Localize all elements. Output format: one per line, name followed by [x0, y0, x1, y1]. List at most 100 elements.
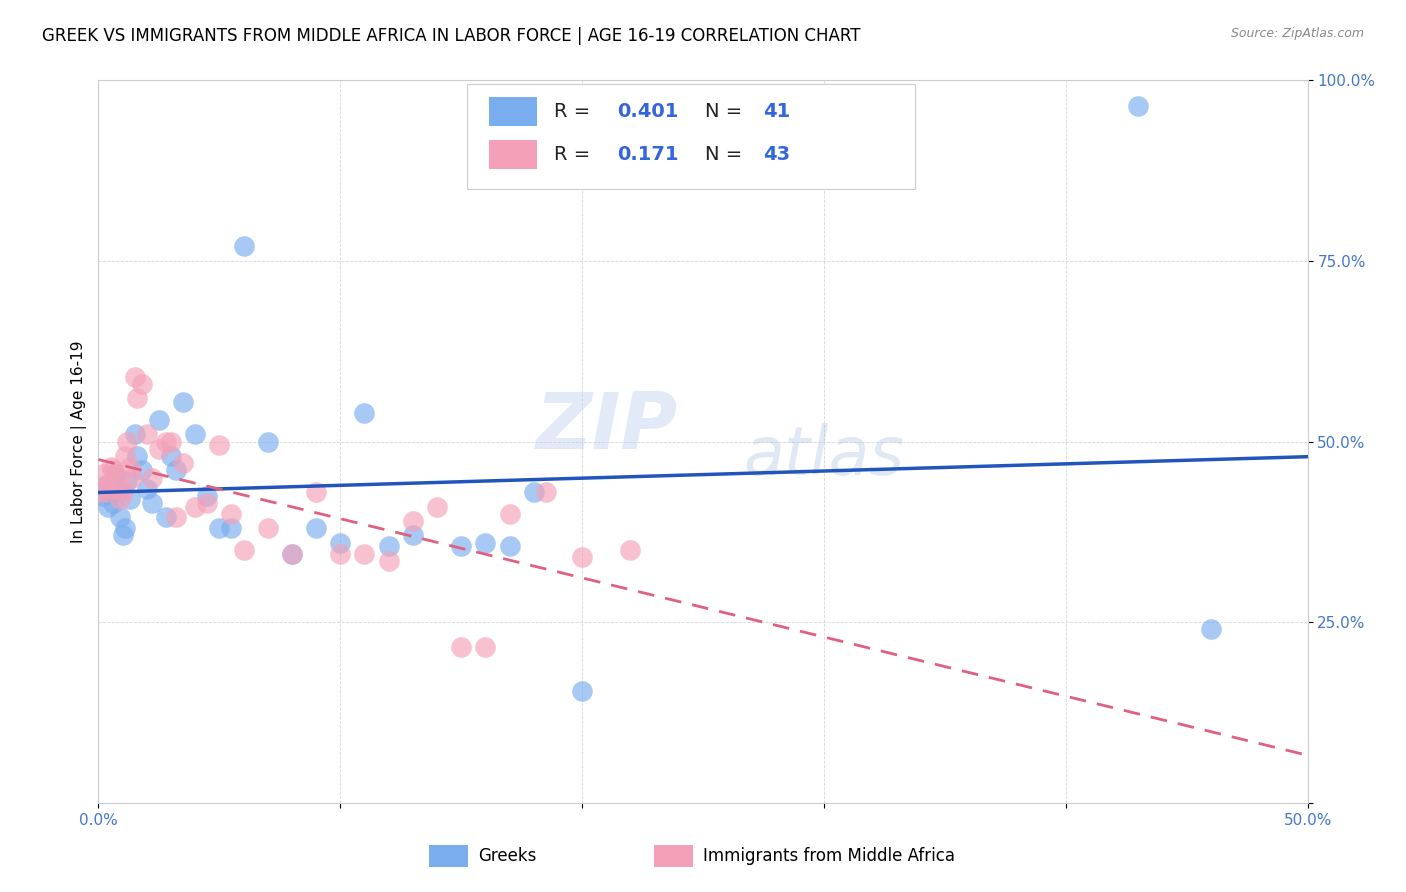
Point [619, 542, 641, 557]
Point [353, 406, 375, 420]
Point [90, 485, 112, 500]
Point [474, 535, 496, 549]
Point [256, 521, 278, 535]
Point [135, 427, 157, 442]
Point [534, 485, 557, 500]
Point [91, 489, 114, 503]
Point [97, 485, 120, 500]
Point [450, 640, 472, 655]
Point [124, 427, 146, 442]
Point [450, 539, 472, 553]
Y-axis label: In Labor Force | Age 16-19: In Labor Force | Age 16-19 [72, 340, 87, 543]
Point [498, 539, 520, 553]
FancyBboxPatch shape [467, 84, 915, 189]
Point [232, 542, 254, 557]
Point [426, 500, 449, 514]
Point [91, 467, 114, 481]
Text: Immigrants from Middle Africa: Immigrants from Middle Africa [703, 847, 955, 865]
Text: 43: 43 [763, 145, 790, 164]
Text: Greeks: Greeks [478, 847, 537, 865]
Point [329, 547, 352, 561]
Text: 0.171: 0.171 [617, 145, 679, 164]
Point [148, 413, 170, 427]
FancyBboxPatch shape [489, 97, 537, 126]
Point [104, 467, 127, 481]
Text: R =: R = [554, 145, 596, 164]
Point [100, 485, 122, 500]
Point [141, 496, 163, 510]
Point [195, 496, 218, 510]
Point [305, 485, 328, 500]
Point [474, 640, 496, 655]
Point [118, 492, 141, 507]
Point [377, 554, 399, 568]
Point [101, 463, 124, 477]
Text: atlas: atlas [744, 423, 904, 489]
Point [377, 539, 399, 553]
Point [118, 459, 141, 474]
Point [498, 507, 520, 521]
Point [121, 470, 143, 484]
Point [124, 369, 146, 384]
Point [108, 492, 131, 507]
Point [256, 434, 278, 449]
Point [195, 489, 218, 503]
Point [111, 528, 134, 542]
Point [1199, 623, 1222, 637]
Point [221, 521, 243, 535]
Point [353, 547, 375, 561]
Point [117, 434, 139, 449]
Point [114, 521, 136, 535]
Point [160, 449, 183, 463]
Point [208, 438, 231, 452]
Point [141, 470, 163, 484]
Point [305, 521, 328, 535]
Point [232, 239, 254, 253]
Point [329, 535, 352, 549]
Point [104, 467, 127, 481]
Point [281, 547, 304, 561]
Text: N =: N = [706, 102, 749, 120]
Point [101, 496, 124, 510]
Point [117, 475, 139, 489]
Point [135, 482, 157, 496]
Point [281, 547, 304, 561]
Text: GREEK VS IMMIGRANTS FROM MIDDLE AFRICA IN LABOR FORCE | AGE 16-19 CORRELATION CH: GREEK VS IMMIGRANTS FROM MIDDLE AFRICA I… [42, 27, 860, 45]
Point [208, 521, 231, 535]
Point [111, 485, 134, 500]
Point [571, 683, 593, 698]
Point [131, 463, 153, 477]
Point [94, 478, 117, 492]
Point [1128, 98, 1150, 112]
Point [155, 434, 177, 449]
Point [114, 449, 136, 463]
Text: ZIP: ZIP [536, 389, 678, 465]
Point [402, 514, 425, 528]
Text: R =: R = [554, 102, 596, 120]
Point [172, 456, 194, 470]
Point [107, 485, 129, 500]
Point [127, 391, 149, 405]
Point [131, 376, 153, 391]
Text: Source: ZipAtlas.com: Source: ZipAtlas.com [1230, 27, 1364, 40]
Point [107, 478, 129, 492]
Point [523, 485, 546, 500]
Point [94, 478, 117, 492]
Point [571, 550, 593, 565]
Point [184, 427, 207, 442]
Text: 41: 41 [763, 102, 790, 120]
Point [172, 394, 194, 409]
Point [100, 459, 122, 474]
Point [160, 434, 183, 449]
Text: N =: N = [706, 145, 749, 164]
Point [184, 500, 207, 514]
Point [127, 449, 149, 463]
Point [155, 510, 177, 524]
Text: 0.401: 0.401 [617, 102, 679, 120]
Point [108, 510, 131, 524]
Point [165, 463, 187, 477]
Point [165, 510, 187, 524]
Point [221, 507, 243, 521]
Point [97, 500, 120, 514]
Point [402, 528, 425, 542]
